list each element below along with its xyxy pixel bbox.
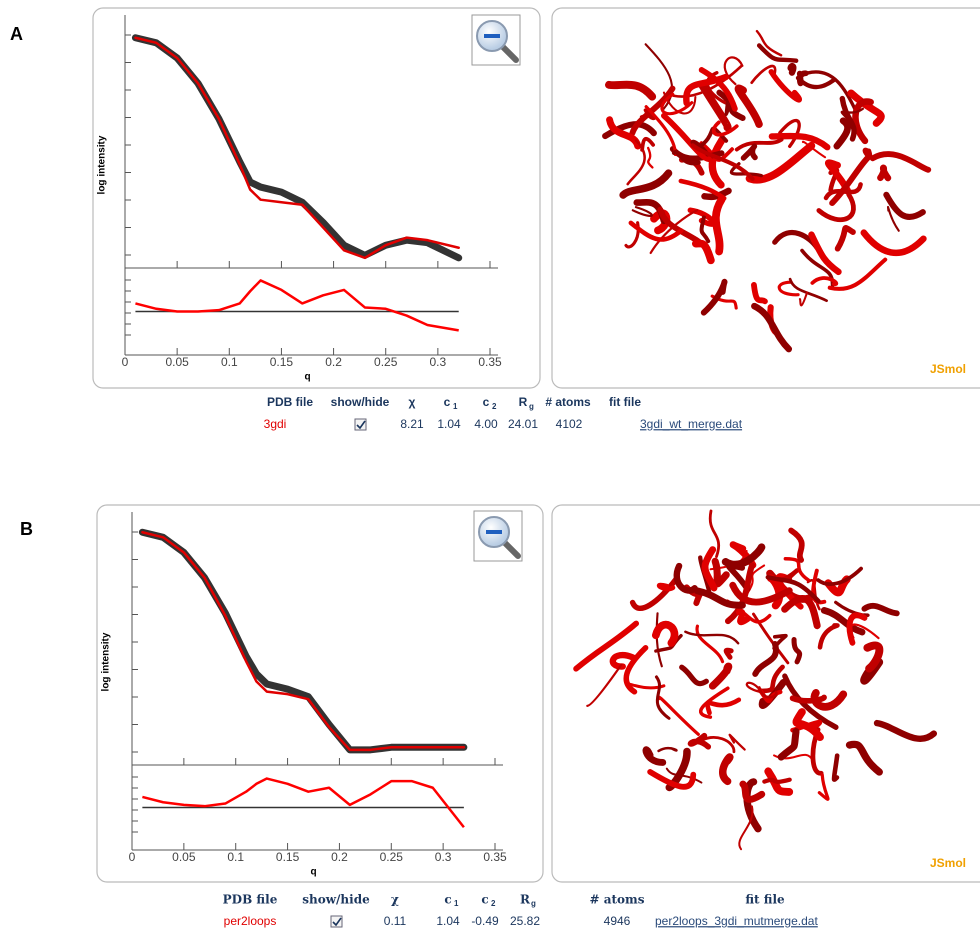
table-cell: 1.04 (436, 914, 460, 928)
table-cell: 4946 (604, 914, 631, 928)
table-cell: 24.01 (508, 417, 538, 431)
zoom-minus (484, 34, 500, 38)
viewer-label: JSmol (930, 856, 966, 870)
pdb-name: per2loops (224, 914, 277, 928)
x-tick-label: 0.2 (325, 355, 342, 369)
table-header: c (444, 893, 451, 907)
x-tick-label: 0 (122, 355, 129, 369)
x-tick-label: 0.35 (483, 850, 507, 864)
table-cell: 1.04 (437, 417, 461, 431)
protein-ribbon (764, 780, 789, 782)
table-header: # atoms (589, 893, 644, 907)
molecule-viewer (552, 8, 980, 388)
x-tick-label: 0.1 (221, 355, 238, 369)
table-header: R (519, 395, 528, 409)
x-tick-label: 0.15 (270, 355, 294, 369)
table-header: show/hide (302, 893, 370, 907)
table-header: # atoms (545, 395, 591, 409)
table-cell: 0.11 (384, 914, 407, 928)
x-tick-label: 0.25 (374, 355, 398, 369)
protein-ribbon (880, 168, 888, 178)
table-cell: -0.49 (471, 914, 499, 928)
molecule-viewer (552, 505, 980, 882)
table-header: χ (409, 395, 416, 409)
table-header: fit file (745, 893, 785, 907)
panel-label: B (20, 519, 33, 539)
table-header: c (481, 893, 488, 907)
x-axis-label: q (304, 372, 310, 383)
panel-label: A (10, 24, 23, 44)
table-header: PDB file (267, 395, 313, 409)
fit-file-link[interactable]: 3gdi_wt_merge.dat (640, 417, 743, 431)
table-header: show/hide (331, 395, 390, 409)
x-tick-label: 0.15 (276, 850, 300, 864)
x-tick-label: 0.3 (435, 850, 452, 864)
table-header-subscript: 1 (454, 899, 459, 908)
table-cell: 4102 (556, 417, 583, 431)
y-axis-label: log intensity (101, 632, 112, 691)
table-header-subscript: 2 (492, 402, 497, 411)
table-cell: 8.21 (400, 417, 424, 431)
x-tick-label: 0.35 (478, 355, 502, 369)
table-header: R (520, 893, 531, 907)
page: A 0 0.05 0.1 0.15 0.2 0.25 0.3 0.35 q log intensit… (0, 0, 980, 932)
zoom-minus (486, 530, 502, 534)
table-header-subscript: 2 (491, 899, 496, 908)
table-header: PDB file (223, 893, 278, 907)
y-axis-label: log intensity (97, 135, 108, 194)
x-axis-label: q (310, 867, 316, 878)
viewer-label: JSmol (930, 362, 966, 376)
table-header-subscript: g (529, 402, 534, 411)
protein-ribbon (726, 650, 731, 657)
x-tick-label: 0.2 (331, 850, 348, 864)
x-tick-label: 0.25 (380, 850, 404, 864)
x-tick-label: 0.05 (172, 850, 196, 864)
x-tick-label: 0 (129, 850, 136, 864)
x-tick-label: 0.3 (430, 355, 447, 369)
table-header: fit file (609, 395, 641, 409)
x-tick-label: 0.1 (227, 850, 244, 864)
protein-ribbon (834, 756, 837, 780)
table-cell: 4.00 (474, 417, 498, 431)
table-header: c (444, 395, 451, 409)
table-header-subscript: 1 (453, 402, 458, 411)
table-cell: 25.82 (510, 914, 540, 928)
protein-ribbon (791, 66, 794, 72)
pdb-name: 3gdi (264, 417, 287, 431)
table-header-subscript: g (531, 899, 536, 908)
table-header: χ (391, 893, 399, 907)
fit-file-link[interactable]: per2loops_3gdi_mutmerge.dat (655, 914, 818, 928)
table-header: c (483, 395, 490, 409)
x-tick-label: 0.05 (165, 355, 189, 369)
chart-frame (97, 505, 543, 882)
